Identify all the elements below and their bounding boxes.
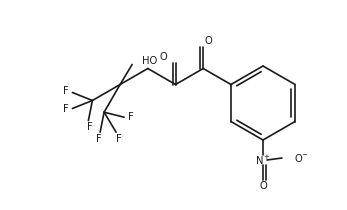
Text: N$^+$: N$^+$ [255,154,271,167]
Text: F: F [128,112,134,122]
Text: O: O [160,52,167,63]
Text: F: F [62,87,68,97]
Text: O$^{-}$: O$^{-}$ [294,152,309,164]
Text: F: F [86,122,92,133]
Text: HO: HO [142,56,157,67]
Text: F: F [116,134,122,144]
Text: F: F [96,134,102,144]
Text: F: F [62,105,68,114]
Text: O: O [259,181,267,191]
Text: O: O [204,37,212,46]
